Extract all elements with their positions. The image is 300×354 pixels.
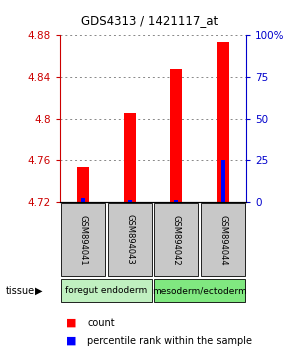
Bar [61, 279, 152, 302]
Text: GSM894044: GSM894044 [218, 215, 227, 265]
Text: GSM894042: GSM894042 [172, 215, 181, 265]
Text: ■: ■ [66, 336, 76, 346]
Bar [217, 42, 229, 202]
Text: GSM894043: GSM894043 [125, 215, 134, 265]
Bar [154, 279, 244, 302]
Text: tissue: tissue [6, 286, 35, 296]
Text: foregut endoderm: foregut endoderm [65, 286, 148, 295]
Bar [124, 113, 136, 202]
Text: GDS4313 / 1421117_at: GDS4313 / 1421117_at [81, 14, 219, 27]
Bar [81, 198, 85, 202]
Bar [221, 160, 225, 202]
Text: mesoderm/ectoderm: mesoderm/ectoderm [152, 286, 247, 295]
Text: count: count [87, 318, 115, 328]
Bar [108, 203, 152, 276]
Bar [128, 200, 132, 202]
Text: ■: ■ [66, 318, 76, 328]
Bar [201, 203, 244, 276]
Bar [154, 203, 198, 276]
Bar [61, 203, 105, 276]
Text: percentile rank within the sample: percentile rank within the sample [87, 336, 252, 346]
Bar [174, 200, 178, 202]
Text: ▶: ▶ [35, 286, 43, 296]
Text: GSM894041: GSM894041 [79, 215, 88, 265]
Bar [77, 167, 89, 202]
Bar [170, 69, 182, 202]
